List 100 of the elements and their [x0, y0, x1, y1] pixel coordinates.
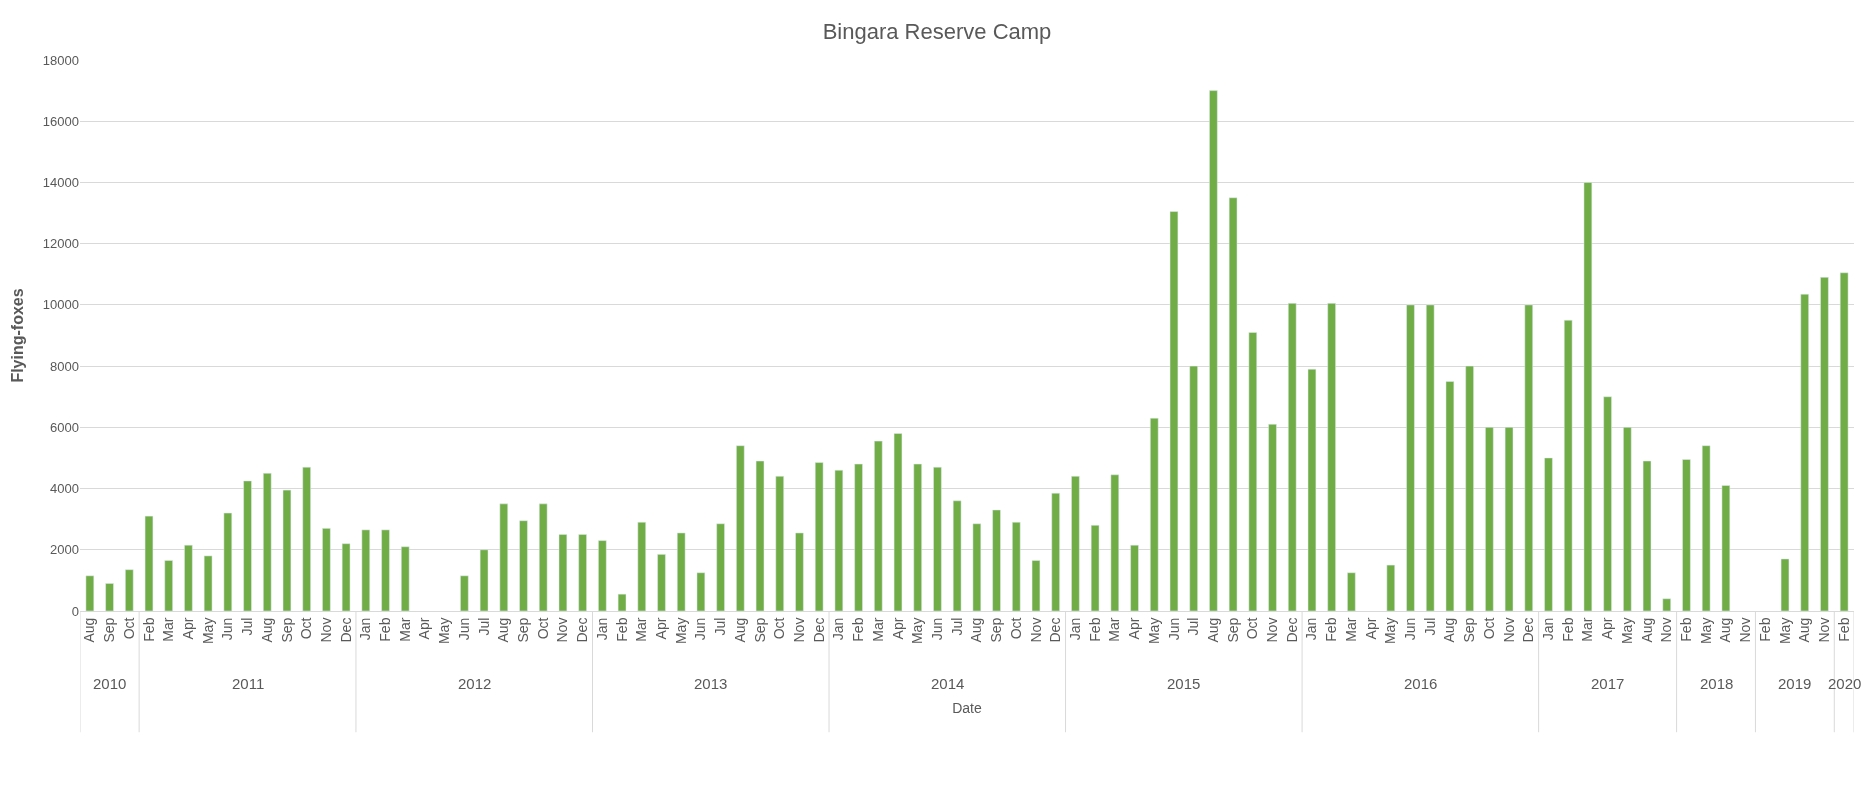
- bar: [795, 532, 804, 611]
- bar: [952, 500, 962, 611]
- x-tick-label: Feb: [377, 617, 394, 642]
- bar: [1524, 304, 1533, 611]
- bar: [598, 540, 607, 611]
- x-tick-label: Nov: [1027, 617, 1044, 643]
- x-tick-label: May: [909, 617, 926, 645]
- bar: [1288, 303, 1297, 611]
- x-tick-label: Sep: [988, 617, 1005, 643]
- x-tick-label: Aug: [258, 617, 275, 643]
- bar: [1071, 476, 1080, 611]
- bar: [558, 534, 568, 611]
- x-tick-label: May: [199, 617, 216, 645]
- x-tick-label: Feb: [1323, 617, 1340, 642]
- x-tick-label: Apr: [653, 617, 670, 640]
- bar: [1189, 365, 1198, 611]
- bar: [1721, 485, 1731, 611]
- y-tick-label: 18000: [42, 52, 79, 68]
- bar: [1426, 304, 1435, 611]
- x-tick-label: Feb: [1756, 617, 1773, 642]
- x-tick-label: Dec: [574, 617, 591, 643]
- x-tick-label: May: [1382, 617, 1399, 645]
- bar: [1130, 544, 1139, 611]
- x-tick-label: Mar: [633, 617, 650, 642]
- x-tick-label: Nov: [1264, 617, 1281, 643]
- x-tick-label: Apr: [416, 617, 433, 640]
- bar: [1544, 457, 1553, 611]
- bar: [1445, 381, 1455, 611]
- x-tick-label: Jun: [692, 617, 709, 641]
- bar: [677, 532, 686, 611]
- bar: [736, 445, 745, 611]
- text: 2020: [1828, 675, 1862, 692]
- bar: [361, 529, 370, 611]
- x-tick-label: Jul: [1421, 617, 1438, 636]
- x-tick-label: May: [672, 617, 689, 645]
- x-tick-label: Mar: [160, 617, 177, 642]
- y-tick-label: 2000: [50, 542, 79, 558]
- x-tick-label: Oct: [120, 617, 137, 640]
- bar: [637, 521, 646, 611]
- bar: [184, 544, 193, 611]
- x-tick-label: Feb: [1559, 617, 1576, 642]
- bar: [1169, 211, 1179, 611]
- bar: [814, 462, 824, 611]
- x-tick-label: Jul: [948, 617, 965, 636]
- x-tick-label: Aug: [81, 617, 98, 643]
- x-tick-label: Oct: [1480, 617, 1497, 640]
- y-tick-label: 4000: [50, 481, 79, 497]
- bar: [1780, 558, 1790, 611]
- bar: [322, 528, 331, 611]
- x-tick-label: Jan: [1066, 617, 1083, 641]
- x-tick-label: May: [1776, 617, 1793, 645]
- x-tick-label: Dec: [810, 617, 827, 643]
- x-tick-label: Mar: [1579, 617, 1596, 642]
- bar: [1051, 492, 1060, 611]
- x-tick-label: Aug: [731, 617, 748, 643]
- text: 2010: [93, 675, 127, 692]
- text: 2013: [694, 675, 728, 692]
- y-axis-title: Flying-foxes: [8, 288, 26, 383]
- bar: [1603, 396, 1612, 611]
- x-tick-label: Dec: [1047, 617, 1064, 643]
- x-tick-label: Dec: [1520, 617, 1537, 643]
- bar: [1504, 427, 1514, 611]
- text: 2015: [1167, 675, 1201, 692]
- bar: [1031, 560, 1041, 611]
- bar: [1209, 90, 1218, 611]
- x-tick-label: Apr: [889, 617, 906, 640]
- x-tick-label: Nov: [1500, 617, 1517, 643]
- x-tick-label: Jul: [1185, 617, 1202, 636]
- x-tick-label: May: [1697, 617, 1714, 645]
- bar: [341, 543, 351, 611]
- bar: [105, 583, 114, 611]
- bar: [519, 520, 528, 611]
- text: 2016: [1404, 675, 1438, 692]
- x-tick-label: Aug: [968, 617, 985, 643]
- bar: [716, 523, 725, 611]
- x-tick-label: Feb: [613, 617, 630, 642]
- x-tick-label: Nov: [554, 617, 571, 643]
- x-tick-label: Feb: [1835, 617, 1852, 642]
- bar: [1465, 365, 1474, 611]
- bar: [223, 512, 233, 611]
- bar: [874, 440, 883, 611]
- x-tick-label: Aug: [1796, 617, 1813, 643]
- chart-title: Bingara Reserve Camp: [822, 19, 1052, 45]
- bar: [1839, 272, 1849, 611]
- bar: [1682, 459, 1691, 611]
- x-tick-label: Sep: [751, 617, 768, 643]
- bar: [1820, 277, 1829, 611]
- x-tick-label: Nov: [791, 617, 808, 643]
- bar: [1386, 564, 1395, 611]
- x-tick-label: Feb: [850, 617, 867, 642]
- x-tick-label: Sep: [101, 617, 118, 643]
- bar: [913, 463, 922, 611]
- x-tick-label: Feb: [1678, 617, 1695, 642]
- x-tick-label: Feb: [140, 617, 157, 642]
- bar: [1623, 427, 1632, 611]
- x-tick-label: Sep: [515, 617, 532, 643]
- bar: [1110, 474, 1120, 611]
- bar: [144, 515, 154, 611]
- bar: [657, 554, 666, 611]
- bar: [992, 509, 1001, 611]
